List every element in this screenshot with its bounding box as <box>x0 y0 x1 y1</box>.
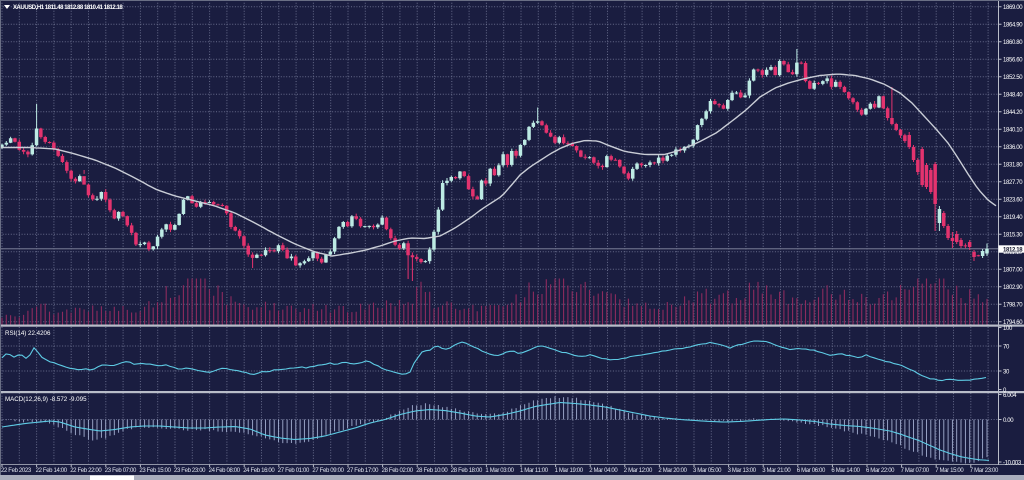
svg-text:6 Mar 22:00: 6 Mar 22:00 <box>866 468 895 474</box>
svg-text:1869.00: 1869.00 <box>1003 5 1023 11</box>
svg-text:1819.40: 1819.40 <box>1003 215 1023 221</box>
svg-text:1840.10: 1840.10 <box>1003 128 1023 134</box>
svg-text:1848.40: 1848.40 <box>1003 93 1023 99</box>
svg-text:22 Feb 22:00: 22 Feb 22:00 <box>70 468 102 474</box>
svg-text:2 Mar 04:00: 2 Mar 04:00 <box>589 468 618 474</box>
svg-text:0.00: 0.00 <box>1003 418 1014 424</box>
svg-text:30: 30 <box>1003 369 1010 375</box>
svg-text:MACD(12,26,9) -8.572 -9.095: MACD(12,26,9) -8.572 -9.095 <box>5 396 87 403</box>
svg-text:1802.90: 1802.90 <box>1003 285 1023 291</box>
svg-text:22 Feb 14:00: 22 Feb 14:00 <box>36 468 68 474</box>
svg-text:1864.90: 1864.90 <box>1003 23 1023 29</box>
svg-text:1860.80: 1860.80 <box>1003 40 1023 46</box>
svg-text:1815.30: 1815.30 <box>1003 233 1023 239</box>
svg-text:23 Feb 15:00: 23 Feb 15:00 <box>139 468 171 474</box>
svg-text:1 Mar 19:00: 1 Mar 19:00 <box>555 468 584 474</box>
svg-text:1812.18: 1812.18 <box>1003 247 1023 253</box>
svg-text:0: 0 <box>1003 388 1007 394</box>
svg-text:2 Mar 12:00: 2 Mar 12:00 <box>624 468 653 474</box>
svg-text:1852.50: 1852.50 <box>1003 75 1023 81</box>
svg-text:6.004: 6.004 <box>1003 393 1017 399</box>
svg-text:3 Mar 13:00: 3 Mar 13:00 <box>728 468 757 474</box>
svg-text:XAUUSD,H1 1811.48 1812.88 181: XAUUSD,H1 1811.48 1812.88 1810.41 1812.1… <box>13 5 123 11</box>
svg-text:1836.00: 1836.00 <box>1003 145 1023 151</box>
svg-text:6 Mar 14:00: 6 Mar 14:00 <box>831 468 860 474</box>
svg-text:100: 100 <box>1003 326 1013 332</box>
svg-text:1823.60: 1823.60 <box>1003 198 1023 204</box>
svg-text:7 Mar 15:00: 7 Mar 15:00 <box>935 468 964 474</box>
svg-text:1807.00: 1807.00 <box>1003 268 1023 274</box>
svg-text:70: 70 <box>1003 344 1010 350</box>
svg-text:1798.70: 1798.70 <box>1003 303 1023 309</box>
svg-text:27 Feb 17:00: 27 Feb 17:00 <box>347 468 379 474</box>
svg-text:6 Mar 06:00: 6 Mar 06:00 <box>797 468 826 474</box>
svg-text:7 Mar 07:00: 7 Mar 07:00 <box>901 468 930 474</box>
svg-text:1831.80: 1831.80 <box>1003 163 1023 169</box>
svg-text:22 Feb 2023: 22 Feb 2023 <box>1 468 32 474</box>
svg-text:3 Mar 21:00: 3 Mar 21:00 <box>762 468 791 474</box>
svg-text:23 Feb 07:00: 23 Feb 07:00 <box>105 468 137 474</box>
svg-text:2 Mar 20:00: 2 Mar 20:00 <box>658 468 687 474</box>
svg-text:1794.60: 1794.60 <box>1003 320 1023 326</box>
svg-text:28 Feb 18:00: 28 Feb 18:00 <box>451 468 483 474</box>
svg-text:7 Mar 23:00: 7 Mar 23:00 <box>970 468 999 474</box>
svg-text:1827.70: 1827.70 <box>1003 180 1023 186</box>
svg-text:1811.10: 1811.10 <box>1003 250 1023 256</box>
svg-text:27 Feb 01:00: 27 Feb 01:00 <box>278 468 310 474</box>
svg-text:28 Feb 10:00: 28 Feb 10:00 <box>416 468 448 474</box>
svg-text:-10.003: -10.003 <box>1003 460 1022 466</box>
svg-text:1 Mar 03:00: 1 Mar 03:00 <box>485 468 514 474</box>
svg-text:28 Feb 02:00: 28 Feb 02:00 <box>382 468 414 474</box>
svg-text:1844.20: 1844.20 <box>1003 110 1023 116</box>
svg-text:23 Feb 23:00: 23 Feb 23:00 <box>174 468 206 474</box>
svg-text:24 Feb 08:00: 24 Feb 08:00 <box>209 468 241 474</box>
svg-text:RSI(14) 22.4206: RSI(14) 22.4206 <box>5 330 51 337</box>
svg-text:24 Feb 16:00: 24 Feb 16:00 <box>243 468 275 474</box>
svg-text:1 Mar 11:00: 1 Mar 11:00 <box>520 468 549 474</box>
svg-text:3 Mar 05:00: 3 Mar 05:00 <box>693 468 722 474</box>
svg-text:1856.60: 1856.60 <box>1003 58 1023 64</box>
svg-text:27 Feb 09:00: 27 Feb 09:00 <box>312 468 344 474</box>
